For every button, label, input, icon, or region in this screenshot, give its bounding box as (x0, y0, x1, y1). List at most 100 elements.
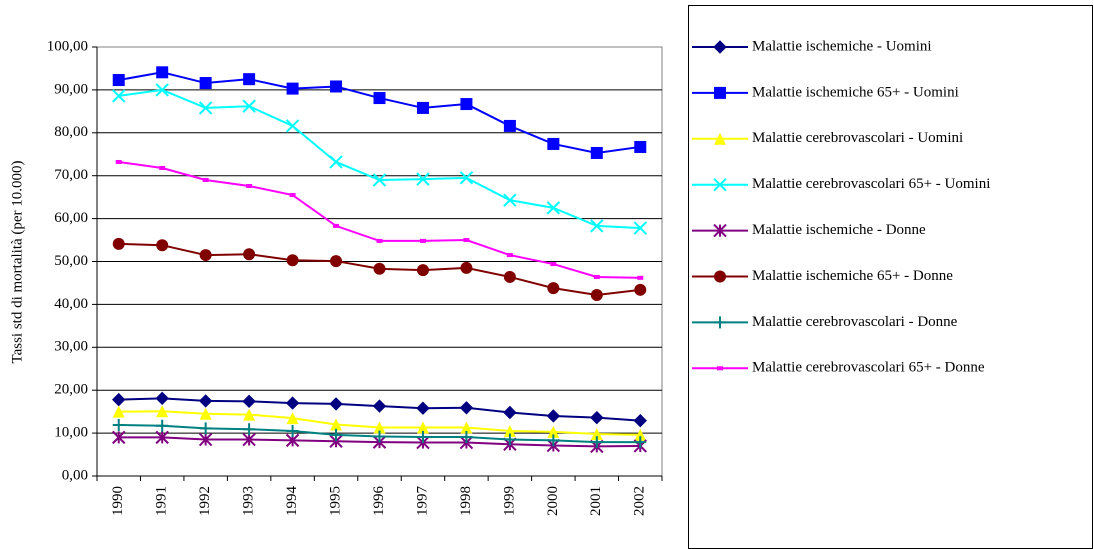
marker (590, 436, 603, 449)
marker (286, 424, 299, 437)
legend-box (688, 5, 1093, 549)
marker (459, 171, 474, 185)
marker (459, 401, 474, 415)
marker (590, 410, 604, 425)
marker (634, 428, 647, 441)
marker (593, 274, 600, 279)
marker (713, 40, 727, 54)
marker (503, 119, 516, 132)
marker (243, 73, 256, 86)
marker (634, 436, 647, 449)
x-tick-label: 1992 (197, 486, 213, 516)
y-tick-label: 50,00 (54, 253, 88, 269)
marker (330, 255, 343, 268)
marker (373, 421, 386, 434)
y-tick-label: 20,00 (54, 382, 88, 398)
marker (159, 165, 166, 170)
legend-label: Malattie ischemiche 65+ - Donne (752, 268, 953, 284)
marker (112, 405, 125, 418)
y-tick-label: 40,00 (54, 296, 88, 312)
marker (713, 223, 727, 238)
marker (503, 405, 517, 420)
marker (373, 92, 386, 105)
marker (503, 433, 516, 446)
marker (286, 412, 299, 425)
marker (289, 193, 296, 198)
marker (112, 74, 125, 87)
marker (546, 201, 561, 215)
marker (112, 418, 125, 431)
marker (156, 419, 169, 432)
marker (416, 172, 430, 186)
marker (243, 248, 256, 261)
x-tick-label: 1993 (241, 486, 257, 516)
marker (590, 146, 603, 159)
y-tick-label: 100,00 (47, 38, 88, 54)
marker (286, 254, 299, 267)
marker (242, 99, 256, 113)
y-tick-label: 10,00 (54, 425, 88, 441)
marker (198, 101, 213, 115)
legend-label: Malattie cerebrovascolari - Donne (752, 314, 958, 330)
marker (547, 434, 560, 447)
marker (590, 288, 603, 301)
marker (246, 183, 253, 188)
marker (373, 262, 386, 275)
marker (156, 66, 169, 79)
marker (242, 432, 256, 447)
marker (633, 221, 647, 235)
marker (503, 193, 517, 207)
x-tick-label: 1995 (327, 486, 343, 516)
marker (243, 423, 256, 436)
marker (460, 98, 473, 111)
x-tick-label: 1997 (414, 486, 430, 517)
y-tick-label: 60,00 (54, 210, 88, 226)
marker (419, 238, 426, 243)
marker (199, 422, 212, 435)
marker (115, 159, 122, 164)
marker (416, 264, 429, 277)
marker (372, 173, 387, 187)
legend-label: Malattie ischemiche - Donne (752, 222, 926, 238)
y-axis-label: Tassi std di mortalità (per 10.000) (9, 160, 25, 363)
marker (112, 237, 125, 250)
marker (546, 409, 561, 423)
marker (156, 405, 169, 418)
marker (634, 283, 647, 296)
x-tick-label: 1998 (458, 486, 474, 516)
legend-label: Malattie cerebrovascolari 65+ - Donne (752, 360, 985, 376)
marker (416, 401, 430, 415)
marker (714, 86, 726, 99)
x-tick-label: 1991 (154, 486, 170, 516)
legend-label: Malattie cerebrovascolari - Uomini (752, 130, 963, 146)
marker (460, 430, 473, 443)
marker (243, 408, 256, 421)
x-tick-label: 1994 (284, 486, 300, 517)
marker (416, 101, 429, 114)
legend-label: Malattie ischemiche - Uomini (752, 38, 932, 54)
marker (198, 394, 213, 408)
marker (156, 239, 169, 252)
marker (550, 262, 557, 267)
marker (285, 119, 300, 133)
marker (199, 407, 212, 420)
x-tick-label: 1996 (371, 486, 387, 517)
marker (330, 418, 343, 431)
marker (333, 223, 340, 228)
y-tick-label: 70,00 (54, 167, 88, 183)
marker (330, 428, 343, 441)
x-tick-label: 2002 (632, 486, 648, 516)
marker (286, 82, 299, 95)
marker (198, 432, 213, 447)
marker (112, 430, 126, 445)
marker (285, 396, 300, 410)
marker (199, 77, 212, 90)
marker (547, 137, 560, 150)
x-tick-label: 2001 (588, 486, 604, 516)
marker (547, 282, 560, 295)
marker (590, 219, 604, 233)
marker (634, 140, 647, 153)
marker (242, 394, 256, 409)
